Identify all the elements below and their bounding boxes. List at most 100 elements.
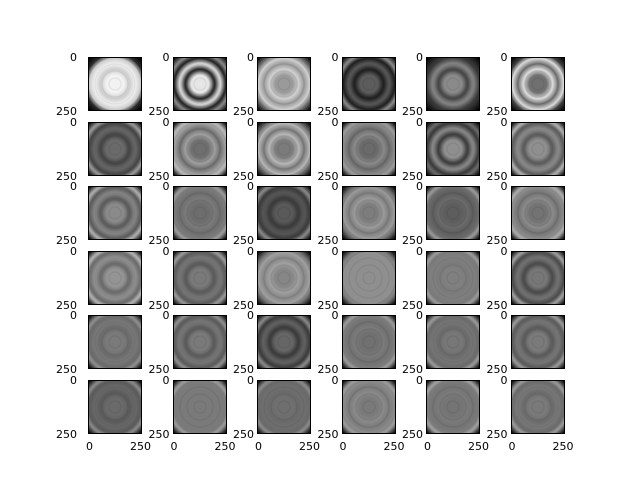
y-tick-0: 0	[162, 51, 170, 64]
y-tick-0: 0	[416, 51, 423, 64]
image-panel	[426, 186, 480, 240]
y-tick-250: 250	[56, 105, 77, 118]
image-panel	[257, 315, 311, 369]
y-tick-0: 0	[162, 309, 170, 322]
image-texture	[511, 122, 564, 175]
image-panel	[341, 57, 396, 111]
image-panel	[510, 379, 565, 434]
y-tick-0: 0	[416, 309, 423, 322]
image-panel	[88, 379, 142, 434]
image-panel	[257, 379, 311, 434]
image-texture	[258, 251, 310, 304]
y-tick-0: 0	[162, 373, 170, 387]
image-panel	[426, 121, 480, 176]
image-panel	[426, 57, 480, 111]
image-panel	[88, 250, 142, 305]
image-texture	[89, 122, 141, 175]
image-texture	[173, 251, 226, 304]
image-panel	[88, 315, 142, 369]
y-tick-0: 0	[416, 244, 423, 258]
image-texture	[173, 122, 226, 175]
x-tick-0: 0	[255, 439, 262, 453]
image-texture	[258, 58, 310, 110]
image-panel	[172, 315, 227, 369]
y-tick-250: 250	[486, 427, 508, 441]
y-tick-0: 0	[500, 244, 508, 258]
image-panel	[426, 250, 480, 305]
image-panel	[510, 57, 565, 111]
y-tick-0: 0	[70, 309, 77, 322]
y-tick-0: 0	[331, 309, 339, 322]
y-tick-0: 0	[500, 51, 508, 64]
image-panel	[88, 121, 142, 176]
x-tick-250: 250	[383, 439, 405, 453]
image-texture	[342, 122, 395, 175]
y-tick-0: 0	[500, 180, 508, 193]
y-tick-0: 0	[331, 244, 339, 258]
image-texture	[427, 251, 479, 304]
y-tick-250: 250	[148, 363, 170, 376]
image-panel	[257, 121, 311, 176]
x-tick-0: 0	[86, 439, 93, 453]
y-tick-250: 250	[233, 427, 254, 441]
image-texture	[427, 316, 479, 368]
y-tick-250: 250	[56, 234, 77, 247]
y-tick-0: 0	[331, 115, 339, 129]
y-tick-250: 250	[402, 105, 423, 118]
image-texture	[342, 380, 395, 433]
image-texture	[427, 380, 479, 433]
image-texture	[427, 122, 479, 175]
y-tick-250: 250	[486, 169, 508, 183]
image-panel	[510, 186, 565, 240]
y-tick-250: 250	[486, 363, 508, 376]
y-tick-250: 250	[56, 363, 77, 376]
y-tick-250: 250	[317, 234, 339, 247]
image-texture	[258, 122, 310, 175]
image-texture	[258, 187, 310, 239]
y-tick-0: 0	[247, 244, 254, 258]
image-panel	[172, 379, 227, 434]
image-texture	[342, 58, 395, 110]
y-tick-0: 0	[70, 115, 77, 129]
y-tick-0: 0	[500, 373, 508, 387]
y-tick-0: 0	[247, 309, 254, 322]
image-panel	[257, 57, 311, 111]
image-panel	[341, 379, 396, 434]
image-panel	[88, 186, 142, 240]
y-tick-250: 250	[317, 169, 339, 183]
image-texture	[511, 187, 564, 239]
image-panel	[257, 186, 311, 240]
y-tick-250: 250	[402, 169, 423, 183]
image-texture	[427, 187, 479, 239]
y-tick-250: 250	[486, 105, 508, 118]
image-texture	[173, 187, 226, 239]
image-texture	[427, 58, 479, 110]
y-tick-0: 0	[247, 115, 254, 129]
image-panel	[172, 57, 227, 111]
y-tick-250: 250	[233, 169, 254, 183]
image-panel	[172, 121, 227, 176]
y-tick-0: 0	[247, 51, 254, 64]
y-tick-250: 250	[56, 298, 77, 312]
image-texture	[89, 380, 141, 433]
image-panel	[172, 186, 227, 240]
y-tick-0: 0	[70, 180, 77, 193]
image-texture	[173, 316, 226, 368]
x-tick-0: 0	[508, 439, 516, 453]
image-texture	[511, 58, 564, 110]
y-tick-250: 250	[402, 427, 423, 441]
y-tick-250: 250	[233, 105, 254, 118]
y-tick-250: 250	[317, 427, 339, 441]
y-tick-0: 0	[162, 180, 170, 193]
image-texture	[258, 380, 310, 433]
image-panel	[88, 57, 142, 111]
image-panel	[341, 121, 396, 176]
image-panel	[426, 315, 480, 369]
x-tick-250: 250	[130, 439, 151, 453]
image-texture	[511, 251, 564, 304]
x-tick-250: 250	[214, 439, 236, 453]
y-tick-250: 250	[317, 105, 339, 118]
image-panel	[172, 250, 227, 305]
y-tick-0: 0	[331, 180, 339, 193]
